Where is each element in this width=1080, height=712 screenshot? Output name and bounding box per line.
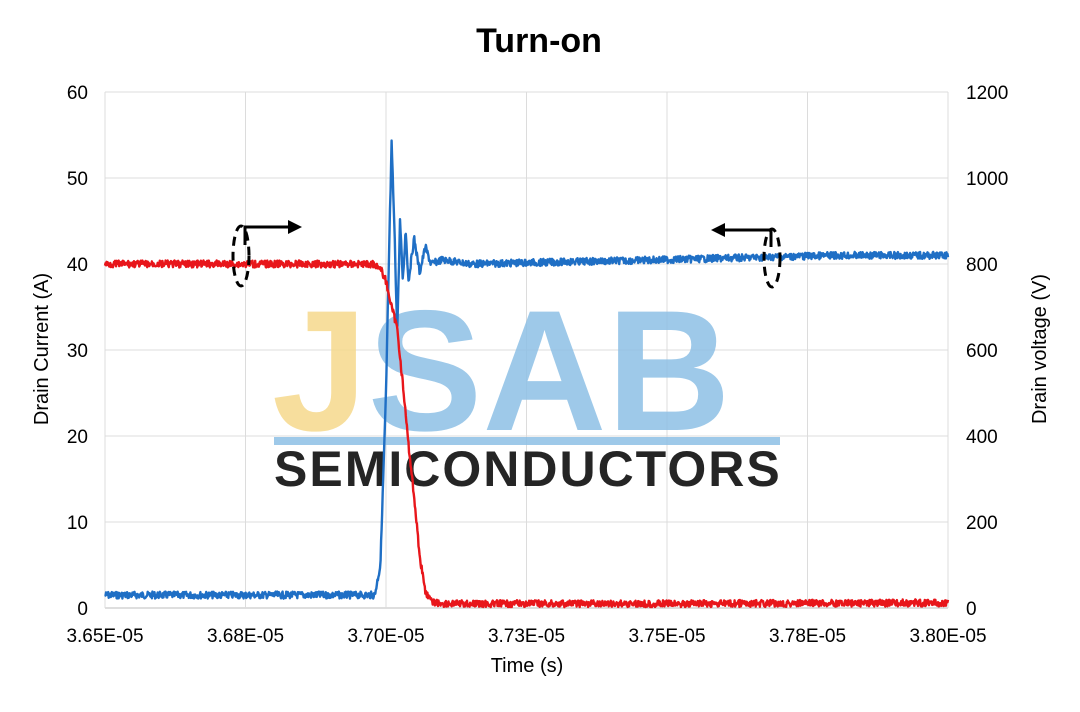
annotation-arrow-right — [243, 225, 289, 245]
series-line-drain-voltage — [103, 259, 950, 609]
y-left-tick-label: 30 — [67, 341, 88, 362]
y-right-tick-label: 600 — [966, 341, 998, 362]
annotation-current-axis-marker — [711, 223, 782, 289]
x-tick-label: 3.65E-05 — [66, 626, 143, 647]
chart-title: Turn-on — [476, 22, 602, 60]
y-left-tick-label: 20 — [67, 427, 88, 448]
y-right-tick-label: 1000 — [966, 169, 1008, 190]
x-tick-label: 3.73E-05 — [488, 626, 565, 647]
watermark-logo-text: JSAB — [272, 275, 731, 467]
y-axis-right-title: Drain voltage (V) — [1029, 274, 1051, 424]
x-tick-label: 3.78E-05 — [769, 626, 846, 647]
axis-ticks: 3.65E-05 3.68E-05 3.70E-05 3.73E-05 3.75E-05… — [66, 83, 1008, 647]
watermark-tagline: SEMICONDUCTORS — [274, 441, 782, 497]
watermark-logo: JSAB SEMICONDUCTORS — [272, 275, 782, 497]
y-right-tick-label: 0 — [966, 599, 977, 620]
watermark-letter-j: J — [272, 275, 368, 467]
x-tick-label: 3.80E-05 — [909, 626, 986, 647]
annotation-voltage-axis-marker — [231, 220, 302, 288]
watermark-letters-sab: SAB — [368, 275, 731, 467]
y-right-tick-label: 800 — [966, 255, 998, 276]
y-left-tick-label: 0 — [77, 599, 88, 620]
y-right-tick-label: 1200 — [966, 83, 1008, 104]
series-layer — [103, 139, 950, 609]
y-right-tick-label: 400 — [966, 427, 998, 448]
watermark-underline — [274, 437, 780, 445]
y-axis-left-title: Drain Current (A) — [31, 273, 53, 425]
x-tick-label: 3.68E-05 — [207, 626, 284, 647]
y-left-tick-label: 50 — [67, 169, 88, 190]
arrow-right-icon — [288, 220, 302, 234]
x-axis-title: Time (s) — [491, 655, 564, 677]
series-line-drain-current — [104, 139, 950, 600]
arrow-left-icon — [711, 223, 725, 237]
y-left-tick-label: 10 — [67, 513, 88, 534]
x-tick-label: 3.75E-05 — [628, 626, 705, 647]
x-tick-label: 3.70E-05 — [347, 626, 424, 647]
y-right-tick-label: 200 — [966, 513, 998, 534]
y-left-tick-label: 60 — [67, 83, 88, 104]
annotation-dashed-ellipse — [231, 224, 251, 288]
annotation-arrow-left — [724, 228, 773, 247]
y-left-tick-label: 40 — [67, 255, 88, 276]
